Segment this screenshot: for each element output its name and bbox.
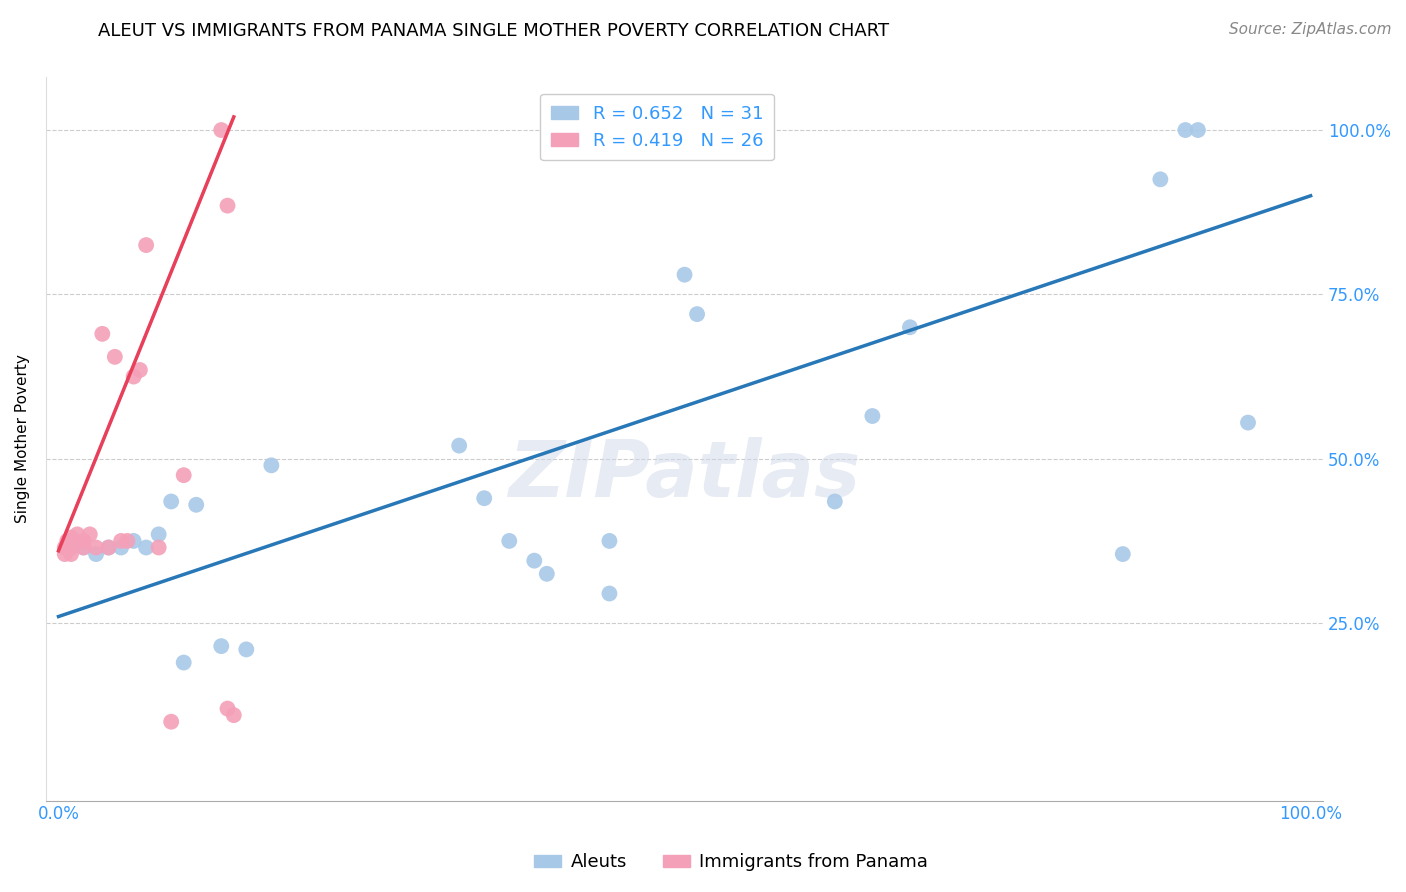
Point (60, 531, 83, 545)
Point (148, 527, 170, 541)
Point (222, 708, 245, 723)
Point (1237, 416, 1260, 430)
Point (79, 527, 101, 541)
Point (135, 541, 157, 555)
Point (1112, 547, 1135, 561)
Text: ALEUT VS IMMIGRANTS FROM PANAMA SINGLE MOTHER POVERTY CORRELATION CHART: ALEUT VS IMMIGRANTS FROM PANAMA SINGLE M… (98, 22, 890, 40)
Point (72, 541, 94, 555)
Point (498, 533, 520, 548)
Point (110, 533, 132, 548)
Point (128, 363, 150, 377)
Point (53, 541, 76, 555)
Point (598, 533, 620, 548)
Point (898, 320, 921, 334)
Point (60, 547, 83, 561)
Point (173, 656, 195, 670)
Point (117, 533, 139, 548)
Point (449, 439, 471, 453)
Point (235, 642, 257, 657)
Point (472, 491, 495, 506)
Point (260, 458, 283, 473)
Point (824, 494, 846, 508)
Point (104, 350, 127, 364)
Point (53, 547, 76, 561)
Point (598, 586, 620, 600)
Point (97, 541, 120, 555)
Point (97, 541, 120, 555)
Point (91, 326, 114, 341)
Point (173, 468, 195, 483)
Point (860, 409, 883, 423)
Text: ZIPatlas: ZIPatlas (509, 437, 860, 513)
Point (122, 533, 145, 548)
Point (1149, 172, 1171, 186)
Point (60, 541, 83, 555)
Point (523, 554, 546, 568)
Point (536, 566, 558, 581)
Point (217, 199, 239, 213)
Text: Source: ZipAtlas.com: Source: ZipAtlas.com (1229, 22, 1392, 37)
Legend: Aleuts, Immigrants from Panama: Aleuts, Immigrants from Panama (527, 847, 935, 879)
Point (209, 639, 232, 653)
Point (56, 533, 79, 548)
Point (122, 369, 145, 384)
Point (186, 498, 208, 512)
Point (160, 494, 183, 508)
Point (1174, 123, 1197, 137)
Y-axis label: Single Mother Poverty: Single Mother Poverty (15, 355, 30, 524)
Point (209, 123, 232, 137)
Point (135, 238, 157, 252)
Point (66, 527, 89, 541)
Legend: R = 0.652   N = 31, R = 0.419   N = 26: R = 0.652 N = 31, R = 0.419 N = 26 (540, 94, 775, 161)
Point (160, 714, 183, 729)
Point (60, 533, 83, 548)
Point (1187, 123, 1209, 137)
Point (84, 541, 107, 555)
Point (686, 307, 709, 321)
Point (110, 541, 132, 555)
Point (84, 547, 107, 561)
Point (72, 541, 94, 555)
Point (148, 541, 170, 555)
Point (217, 701, 239, 715)
Point (673, 268, 696, 282)
Point (72, 533, 94, 548)
